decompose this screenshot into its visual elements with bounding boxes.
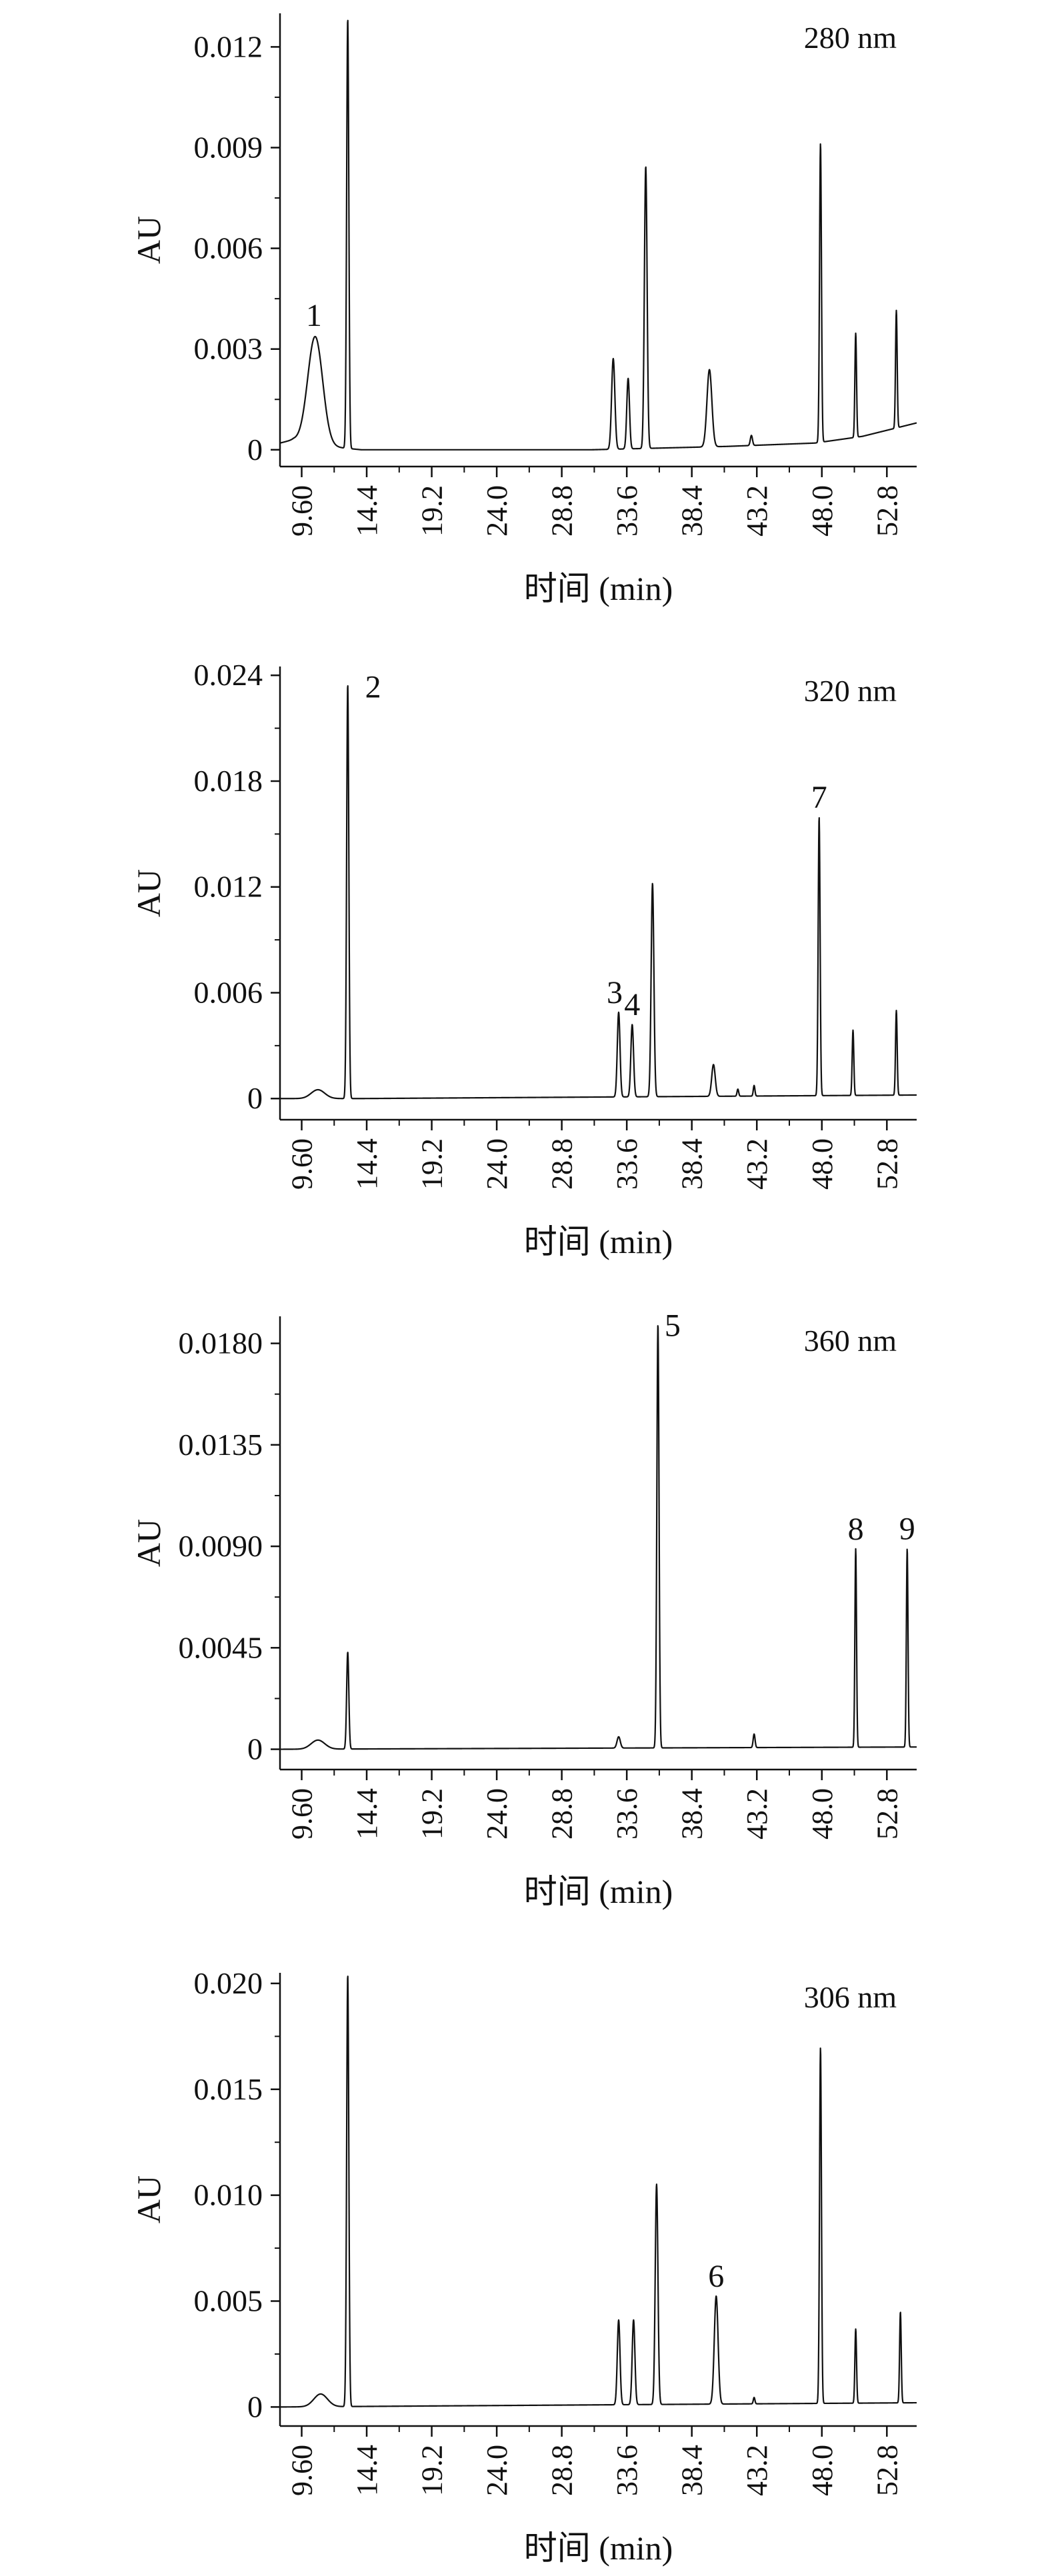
y-tick-label: 0.0090 (179, 1529, 263, 1563)
peak-label: 8 (848, 1512, 864, 1547)
x-tick-label: 52.8 (871, 485, 903, 537)
x-tick-label: 43.2 (741, 2445, 773, 2496)
peak-label: 6 (708, 2259, 724, 2294)
x-tick-label: 9.60 (286, 1138, 319, 1190)
y-tick-label: 0.012 (194, 29, 263, 63)
x-tick-label: 9.60 (286, 1788, 319, 1840)
wavelength-label: 320 nm (804, 674, 897, 708)
y-tick-label: 0 (247, 1081, 263, 1115)
x-tick-label: 24.0 (481, 1788, 513, 1840)
x-tick-label: 14.4 (351, 2445, 383, 2496)
y-tick-label: 0.012 (194, 870, 263, 904)
chromatogram-trace (279, 19, 917, 451)
peak-label: 9 (899, 1512, 915, 1547)
x-tick-label: 43.2 (741, 1788, 773, 1840)
x-tick-label: 14.4 (351, 1138, 383, 1190)
peak-label: 7 (811, 780, 827, 815)
peak-label: 1 (306, 298, 322, 333)
x-tick-label: 52.8 (871, 1138, 903, 1190)
x-tick-label: 28.8 (546, 485, 579, 537)
y-tick-label: 0.0180 (179, 1326, 263, 1360)
y-tick-label: 0.018 (194, 764, 263, 798)
x-axis-label: 时间 (min) (524, 1873, 673, 1910)
x-tick-label: 33.6 (611, 1788, 643, 1840)
peak-label: 3 (607, 975, 623, 1010)
chart-panel-3: 0 0.0045 0.0090 0.0135 0.0180 9.60 14.4 19.2 24.… (130, 1308, 917, 1910)
y-tick-label: 0 (247, 2389, 263, 2423)
x-tick-label: 43.2 (741, 485, 773, 537)
x-tick-label: 19.2 (416, 1788, 449, 1840)
x-tick-label: 52.8 (871, 1788, 903, 1840)
x-tick-label: 48.0 (806, 2445, 839, 2496)
x-axis-label: 时间 (min) (524, 1223, 673, 1260)
x-tick-label: 28.8 (546, 2445, 579, 2496)
y-tick-label: 0.009 (194, 130, 263, 164)
x-tick-label: 24.0 (481, 2445, 513, 2496)
wavelength-label: 360 nm (804, 1324, 897, 1358)
x-tick-label: 19.2 (416, 1138, 449, 1190)
x-tick-label: 38.4 (676, 2445, 709, 2496)
x-axis-label: 时间 (min) (524, 2529, 673, 2567)
x-tick-label: 28.8 (546, 1788, 579, 1840)
y-tick-label: 0.024 (194, 658, 263, 692)
chromatogram-trace (279, 1325, 917, 1750)
y-tick-label: 0 (247, 1732, 263, 1766)
x-tick-label: 28.8 (546, 1138, 579, 1190)
y-tick-label: 0.010 (194, 2178, 263, 2212)
x-tick-label: 9.60 (286, 2445, 319, 2496)
wavelength-label: 280 nm (804, 21, 897, 55)
x-tick-label: 43.2 (741, 1138, 773, 1190)
x-tick-label: 38.4 (676, 1788, 709, 1840)
y-axis-label: AU (130, 216, 167, 264)
x-tick-label: 19.2 (416, 485, 449, 537)
wavelength-label: 306 nm (804, 1980, 897, 2014)
y-tick-label: 0.006 (194, 975, 263, 1009)
y-tick-label: 0.0135 (179, 1428, 263, 1462)
x-tick-label: 24.0 (481, 1138, 513, 1190)
peak-label: 4 (624, 987, 640, 1022)
chromatogram-trace (279, 684, 917, 1100)
x-tick-label: 14.4 (351, 485, 383, 537)
x-axis-label: 时间 (min) (524, 570, 673, 607)
x-tick-label: 9.60 (286, 485, 319, 537)
chart-panel-4: 0 0.005 0.010 0.015 0.020 9.60 14.4 19.2 24.0 28.… (130, 1966, 917, 2567)
x-tick-label: 33.6 (611, 485, 643, 537)
x-tick-label: 19.2 (416, 2445, 449, 2496)
x-tick-label: 33.6 (611, 1138, 643, 1190)
x-tick-label: 48.0 (806, 1788, 839, 1840)
y-tick-label: 0.003 (194, 332, 263, 366)
x-tick-label: 38.4 (676, 1138, 709, 1190)
y-tick-label: 0.015 (194, 2072, 263, 2106)
x-tick-label: 48.0 (806, 1138, 839, 1190)
x-tick-label: 14.4 (351, 1788, 383, 1840)
x-tick-label: 38.4 (676, 485, 709, 537)
y-tick-label: 0.005 (194, 2284, 263, 2318)
x-tick-label: 52.8 (871, 2445, 903, 2496)
x-tick-label: 33.6 (611, 2445, 643, 2496)
peak-label: 2 (365, 669, 381, 704)
x-tick-label: 24.0 (481, 485, 513, 537)
x-tick-label: 48.0 (806, 485, 839, 537)
peak-label: 5 (665, 1308, 681, 1344)
y-axis-label: AU (130, 1519, 167, 1567)
y-tick-label: 0 (247, 433, 263, 467)
y-tick-label: 0.006 (194, 231, 263, 265)
chart-panel-2: 0 0.006 0.012 0.018 0.024 9.60 14.4 19.2 24.0 28.… (130, 658, 917, 1260)
y-axis-label: AU (130, 869, 167, 917)
chromatogram-trace (279, 1975, 917, 2408)
chart-panel-1: 0 0.003 0.006 0.009 0.012 9.60 14.4 19.2 24.0 28.… (130, 13, 917, 607)
y-tick-label: 0.0045 (179, 1630, 263, 1664)
y-axis-label: AU (130, 2175, 167, 2223)
y-tick-label: 0.020 (194, 1966, 263, 2000)
